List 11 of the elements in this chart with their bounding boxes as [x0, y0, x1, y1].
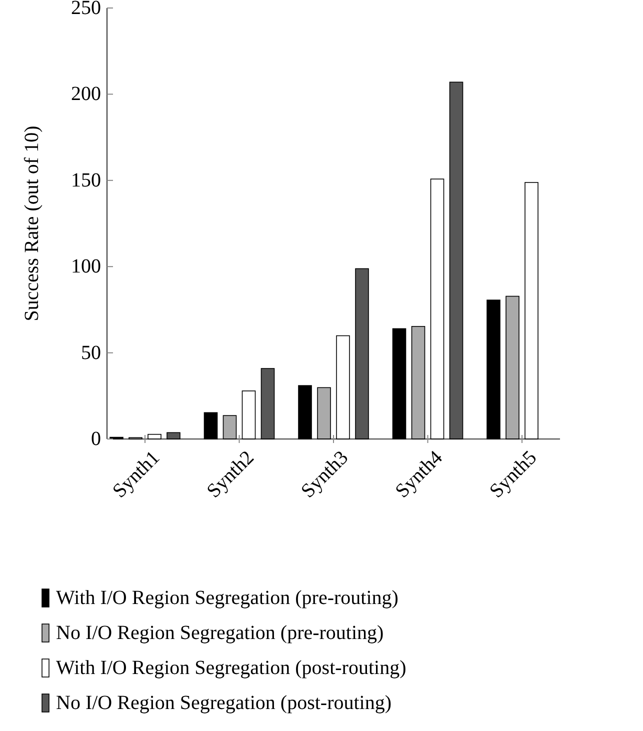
y-tick-label: 0 — [91, 428, 101, 450]
y-tick-label: 100 — [71, 256, 101, 278]
legend-label: No I/O Region Segregation (post-routing) — [56, 692, 392, 714]
legend-label: With I/O Region Segregation (post-routing) — [56, 657, 406, 679]
y-tick-label: 200 — [71, 83, 101, 106]
legend-label: No I/O Region Segregation (pre-routing) — [56, 622, 384, 644]
legend-label: With I/O Region Segregation (pre-routing) — [56, 587, 398, 609]
y-axis-title: Success Rate (out of 10) — [21, 126, 43, 322]
y-tick-label: 250 — [71, 0, 101, 19]
y-tick-label: 150 — [71, 169, 101, 192]
y-tick-label: 50 — [81, 342, 101, 364]
